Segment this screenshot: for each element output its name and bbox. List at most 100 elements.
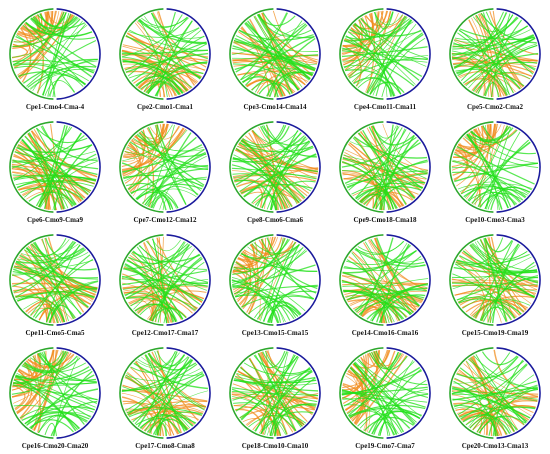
circos-panel: Cpe2-Cmo1-Cma1	[110, 2, 220, 115]
panel-label: Cpe16-Cmo20-Cma20	[21, 442, 89, 450]
green-link	[233, 40, 319, 52]
green-link	[458, 30, 536, 70]
circos-panel: Cpe1-Cmo4-Cma-4	[0, 2, 110, 115]
green-link	[126, 146, 204, 188]
green-link	[11, 126, 73, 169]
green-link	[342, 59, 428, 63]
green-link	[490, 13, 511, 98]
green-link	[242, 124, 285, 146]
green-link	[345, 69, 402, 95]
synteny-links	[121, 236, 209, 324]
green-link	[151, 238, 181, 252]
synteny-links	[11, 124, 99, 211]
green-link	[15, 247, 85, 264]
green-link	[452, 36, 535, 47]
green-link	[253, 16, 299, 91]
green-link	[131, 41, 207, 82]
green-link	[13, 244, 81, 293]
green-link	[144, 148, 205, 206]
green-link	[26, 40, 97, 87]
green-link	[377, 421, 397, 436]
orange-link	[258, 127, 313, 190]
green-link	[454, 263, 507, 322]
orange-link	[24, 361, 42, 433]
green-link	[258, 82, 291, 95]
chromosome-arc-right	[276, 121, 321, 213]
orange-link	[122, 45, 199, 83]
green-link	[451, 391, 531, 419]
green-link	[478, 387, 538, 434]
panel-label: Cpe20-Cmo13-Cma13	[461, 442, 529, 450]
green-link	[482, 261, 535, 322]
green-link	[159, 155, 207, 210]
green-link	[257, 352, 297, 432]
green-link	[456, 146, 535, 185]
chromosome-arc-right	[166, 121, 211, 213]
orange-link	[124, 67, 170, 98]
green-link	[355, 255, 422, 313]
green-link	[30, 15, 76, 33]
chromosome-arc-left	[119, 234, 164, 326]
green-link	[381, 37, 426, 98]
panel-label: Cpe10-Cmo3-Cma3	[465, 216, 525, 224]
green-link	[373, 125, 399, 209]
synteny-links	[11, 10, 98, 98]
green-link	[128, 27, 200, 38]
green-link	[490, 305, 516, 323]
green-link	[15, 35, 94, 74]
green-link	[231, 12, 287, 55]
green-link	[241, 139, 306, 199]
green-link	[232, 368, 312, 401]
orange-link	[453, 378, 530, 421]
green-link	[354, 287, 428, 312]
circos-panel: Cpe11-Cmo5-Cma5	[0, 228, 110, 341]
synteny-links	[121, 123, 209, 211]
green-link	[483, 238, 508, 322]
panel-label: Cpe2-Cmo1-Cma1	[137, 103, 193, 111]
green-link	[149, 356, 190, 434]
chromosome-arc-right	[56, 234, 101, 326]
green-link	[41, 238, 69, 322]
green-link	[491, 243, 520, 324]
chromosome-arc-right	[276, 347, 321, 439]
green-link	[251, 79, 284, 97]
green-link	[17, 242, 77, 262]
circos-panel: Cpe8-Cmo6-Cma6	[220, 115, 330, 228]
green-link	[363, 416, 414, 432]
orange-link	[342, 172, 394, 210]
green-link	[456, 253, 530, 265]
synteny-links	[231, 124, 319, 211]
chromosome-arc-right	[166, 8, 211, 100]
circos-panel: Cpe4-Cmo11-Cma11	[330, 2, 440, 115]
green-link	[379, 393, 429, 436]
green-link	[352, 25, 416, 85]
green-link	[16, 147, 90, 193]
green-link	[261, 140, 310, 209]
chromosome-arc-left	[449, 347, 494, 439]
chromosome-arc-right	[386, 121, 431, 213]
green-link	[351, 182, 424, 195]
green-link	[464, 136, 539, 169]
green-link	[252, 129, 299, 145]
green-link	[30, 16, 78, 30]
green-link	[367, 32, 423, 94]
green-link	[30, 243, 82, 315]
green-link	[248, 295, 314, 315]
orange-link	[343, 10, 384, 66]
green-link	[239, 141, 302, 202]
green-link	[372, 125, 400, 139]
orange-link	[244, 135, 318, 175]
circos-plot	[9, 234, 101, 326]
green-link	[233, 402, 307, 424]
circos-plot	[449, 347, 541, 439]
green-link	[144, 15, 188, 33]
orange-link	[137, 70, 202, 89]
green-link	[124, 129, 188, 182]
chromosome-arc-left	[339, 347, 384, 439]
green-link	[126, 373, 191, 429]
green-link	[121, 371, 203, 391]
green-link	[452, 273, 516, 319]
green-link	[38, 352, 97, 382]
synteny-links	[451, 10, 539, 98]
green-link	[238, 29, 314, 41]
